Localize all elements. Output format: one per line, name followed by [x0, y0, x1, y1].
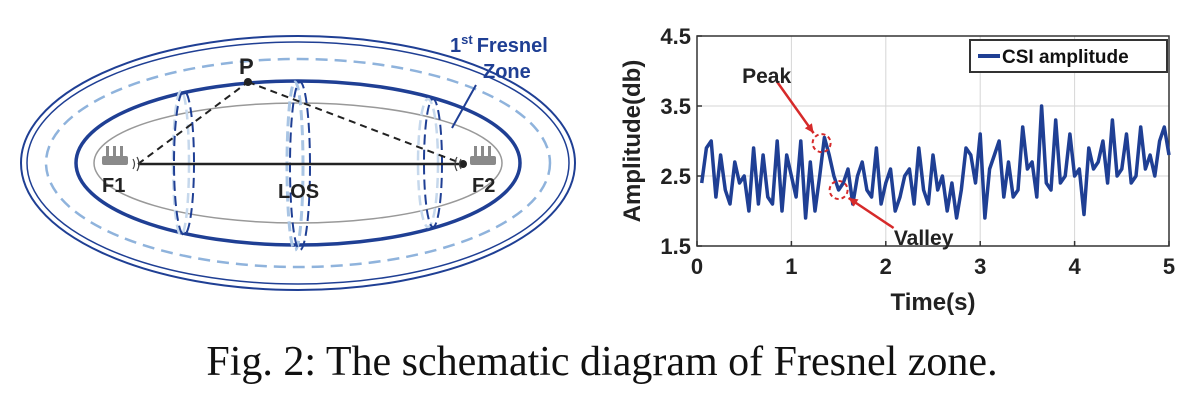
plot-area-frame — [696, 35, 1170, 247]
dashed-zone-ellipse — [44, 57, 552, 269]
zone-pointer-line — [451, 84, 477, 129]
fresnel-diagram: P F1 F2 LOS 1st Fresnel Zone — [20, 32, 576, 291]
signal-waves-left-icon — [132, 156, 140, 172]
zone-label-line1: 1st Fresnel — [450, 32, 548, 57]
los-label: LOS — [278, 181, 319, 203]
x-tick-label: 5 — [1163, 254, 1175, 279]
annotation-circle — [828, 180, 849, 200]
y-tick-label: 1.5 — [660, 234, 691, 259]
figure-caption: Fig. 2: The schematic diagram of Fresnel… — [206, 339, 998, 385]
x-tick-label: 1 — [785, 254, 797, 279]
y-tick-label: 3.5 — [660, 94, 691, 119]
annotation-arrow — [775, 80, 815, 134]
receiver-point — [459, 160, 467, 168]
csi-chart: 0 1 2 3 4 5 1.5 2.5 3.5 4.5 CSI amplitude Peak Val… — [619, 24, 1175, 316]
x-tick-label: 0 — [691, 254, 703, 279]
chart-ticks: 0 1 2 3 4 5 1.5 2.5 3.5 4.5 — [660, 24, 1175, 279]
outer-zone-ellipse-inner — [26, 41, 570, 285]
f2-label: F2 — [472, 175, 495, 197]
cross-section-center — [289, 81, 311, 251]
f1-label: F1 — [102, 175, 125, 197]
x-tick-label: 2 — [880, 254, 892, 279]
csi-amplitude-line — [699, 104, 1171, 220]
cross-section-center-light — [285, 80, 305, 252]
reflection-path-2 — [247, 81, 464, 165]
legend-box — [969, 39, 1168, 73]
annotation-label: Valley — [894, 227, 954, 250]
reflection-point — [244, 78, 252, 86]
x-axis-label: Time(s) — [891, 289, 976, 316]
annotation-label: Peak — [742, 65, 791, 88]
router-icon-left — [102, 146, 128, 165]
y-axis-label: Amplitude(db) — [619, 60, 646, 223]
annotation-arrowhead — [848, 198, 859, 207]
outer-zone-ellipse — [20, 35, 576, 291]
y-tick-label: 2.5 — [660, 164, 691, 189]
annotation-arrow — [847, 196, 895, 230]
x-tick-label: 3 — [974, 254, 986, 279]
y-tick-label: 4.5 — [660, 24, 691, 49]
legend: CSI amplitude — [969, 39, 1168, 73]
reflection-path-1 — [137, 81, 249, 165]
annotation-arrowhead — [804, 123, 814, 134]
annotation-circle — [811, 133, 832, 154]
router-icon-right — [470, 146, 496, 165]
legend-label: CSI amplitude — [1002, 47, 1129, 68]
x-tick-label: 4 — [1068, 254, 1081, 279]
zone-label-line2: Zone — [483, 61, 531, 83]
point-p-label: P — [239, 54, 254, 79]
signal-waves-right-icon — [454, 156, 462, 172]
inner-gray-ellipse — [93, 102, 503, 224]
chart-annotations: Peak Valley — [742, 65, 954, 250]
